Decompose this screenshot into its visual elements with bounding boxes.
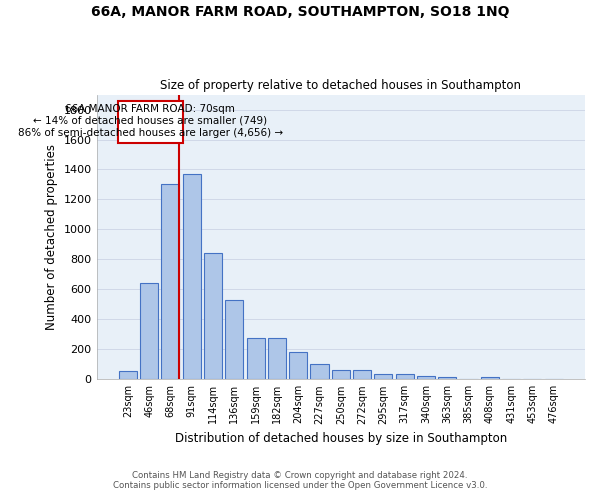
- Text: ← 14% of detached houses are smaller (749): ← 14% of detached houses are smaller (74…: [33, 116, 267, 126]
- Text: 66A, MANOR FARM ROAD, SOUTHAMPTON, SO18 1NQ: 66A, MANOR FARM ROAD, SOUTHAMPTON, SO18 …: [91, 5, 509, 19]
- Bar: [374, 374, 392, 380]
- FancyBboxPatch shape: [118, 100, 182, 142]
- Text: 86% of semi-detached houses are larger (4,656) →: 86% of semi-detached houses are larger (…: [17, 128, 283, 138]
- Bar: [182, 174, 201, 380]
- Text: Contains HM Land Registry data © Crown copyright and database right 2024.
Contai: Contains HM Land Registry data © Crown c…: [113, 470, 487, 490]
- Y-axis label: Number of detached properties: Number of detached properties: [45, 144, 58, 330]
- Bar: [289, 352, 307, 380]
- Bar: [204, 252, 222, 380]
- Text: 66A MANOR FARM ROAD: 70sqm: 66A MANOR FARM ROAD: 70sqm: [65, 104, 235, 114]
- X-axis label: Distribution of detached houses by size in Southampton: Distribution of detached houses by size …: [175, 432, 507, 445]
- Title: Size of property relative to detached houses in Southampton: Size of property relative to detached ho…: [160, 79, 521, 92]
- Bar: [353, 370, 371, 380]
- Bar: [247, 338, 265, 380]
- Bar: [438, 378, 457, 380]
- Bar: [140, 284, 158, 380]
- Bar: [310, 364, 329, 380]
- Bar: [225, 300, 244, 380]
- Bar: [268, 338, 286, 380]
- Bar: [395, 374, 414, 380]
- Bar: [332, 370, 350, 380]
- Bar: [161, 184, 179, 380]
- Bar: [119, 371, 137, 380]
- Bar: [417, 376, 435, 380]
- Bar: [481, 378, 499, 380]
